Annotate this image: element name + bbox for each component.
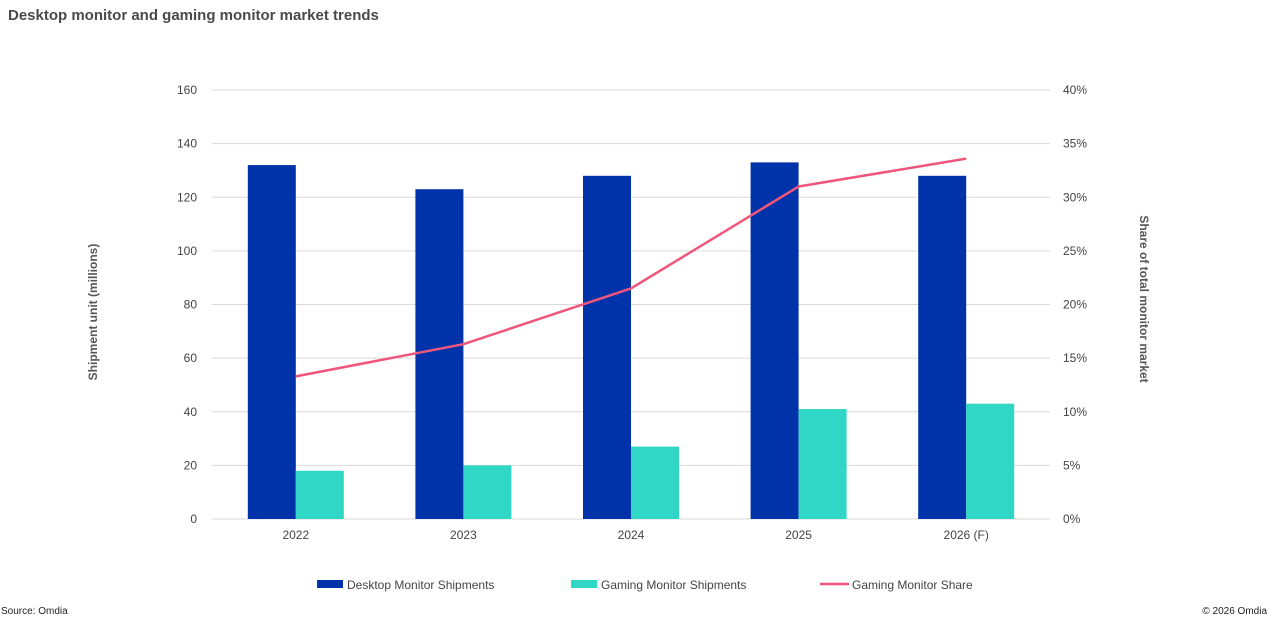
bar-gaming-shipments xyxy=(798,409,847,519)
x-tick-label: 2026 (F) xyxy=(944,528,989,542)
legend-label-gaming: Gaming Monitor Shipments xyxy=(601,578,746,592)
y2-tick-label: 20% xyxy=(1063,298,1087,312)
legend-label-share: Gaming Monitor Share xyxy=(852,578,973,592)
y-tick-label: 80 xyxy=(184,298,198,312)
bar-desktop-shipments xyxy=(415,189,464,520)
x-axis-ticks: 2022 2023 2024 2025 2026 (F) xyxy=(282,528,988,542)
y-tick-label: 20 xyxy=(184,458,198,472)
y2-tick-label: 40% xyxy=(1063,83,1087,97)
x-tick-label: 2023 xyxy=(450,528,477,542)
y2-tick-label: 15% xyxy=(1063,351,1087,365)
y-tick-label: 100 xyxy=(177,244,197,258)
y2-tick-label: 25% xyxy=(1063,244,1087,258)
y2-tick-label: 5% xyxy=(1063,458,1081,472)
y-tick-label: 120 xyxy=(177,190,197,204)
bar-desktop-shipments xyxy=(750,162,799,520)
source-note: Source: Omdia xyxy=(1,606,68,617)
y-tick-label: 140 xyxy=(177,137,197,151)
y2-axis-title: Share of total monitor market xyxy=(1137,215,1151,382)
x-tick-label: 2022 xyxy=(282,528,309,542)
y-tick-label: 0 xyxy=(190,512,197,526)
legend-swatch-desktop xyxy=(317,580,343,588)
copyright-note: © 2026 Omdia xyxy=(1202,606,1267,617)
y2-tick-label: 35% xyxy=(1063,137,1087,151)
bar-desktop-shipments xyxy=(583,175,631,520)
bar-desktop-shipments xyxy=(918,175,967,520)
y2-axis-ticks: 0% 5% 10% 15% 20% 25% 30% 35% 40% xyxy=(1063,83,1087,526)
y-tick-label: 40 xyxy=(184,405,198,419)
bar-desktop-shipments xyxy=(247,165,296,519)
x-tick-label: 2024 xyxy=(618,528,645,542)
bar-gaming-shipments xyxy=(463,465,512,519)
share-line xyxy=(295,157,967,378)
y-axis-title: Shipment unit (millions) xyxy=(86,244,100,381)
y-tick-label: 160 xyxy=(177,83,197,97)
y-tick-label: 60 xyxy=(184,351,198,365)
y-axis-ticks: 0 20 40 60 80 100 120 140 160 xyxy=(177,83,197,526)
legend-swatch-gaming xyxy=(571,580,597,588)
x-tick-label: 2025 xyxy=(785,528,812,542)
y2-tick-label: 0% xyxy=(1063,512,1081,526)
bar-gaming-shipments xyxy=(631,446,679,519)
bar-gaming-shipments xyxy=(966,403,1015,519)
bars xyxy=(247,162,1015,520)
chart-title: Desktop monitor and gaming monitor marke… xyxy=(8,7,379,24)
legend-label-desktop: Desktop Monitor Shipments xyxy=(347,578,494,592)
legend: Desktop Monitor Shipments Gaming Monitor… xyxy=(317,578,973,592)
y2-tick-label: 10% xyxy=(1063,405,1087,419)
bar-gaming-shipments xyxy=(295,470,344,519)
y2-tick-label: 30% xyxy=(1063,190,1087,204)
